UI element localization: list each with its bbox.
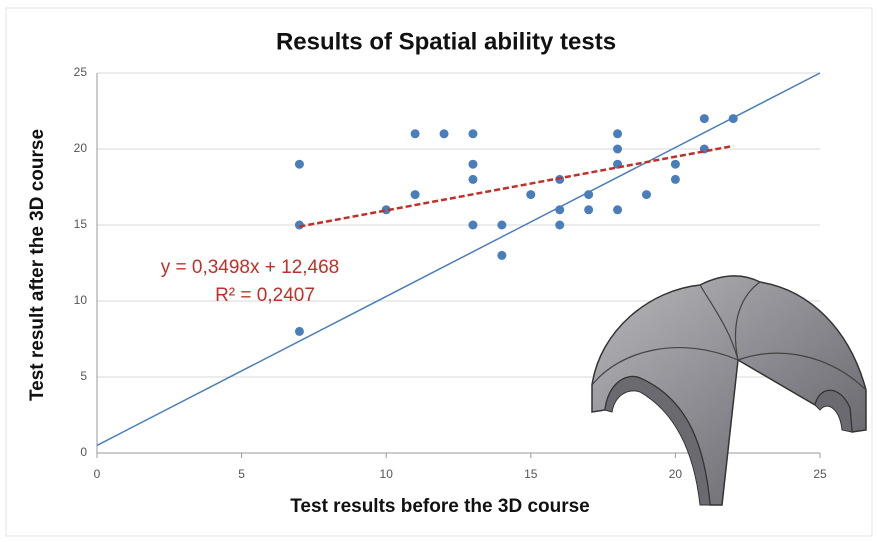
data-point bbox=[295, 327, 304, 336]
y-tick-label: 0 bbox=[80, 445, 87, 459]
y-tick-label: 15 bbox=[74, 217, 88, 231]
y-tick-label: 20 bbox=[74, 141, 88, 155]
x-tick-label: 0 bbox=[94, 467, 101, 481]
data-point bbox=[440, 129, 449, 138]
trendline-equation: y = 0,3498x + 12,468 bbox=[161, 257, 340, 278]
chart: Results of Spatial ability tests Test re… bbox=[0, 0, 877, 542]
data-point bbox=[526, 190, 535, 199]
chart-title: Results of Spatial ability tests bbox=[276, 28, 616, 55]
data-point bbox=[468, 160, 477, 169]
data-point bbox=[555, 205, 564, 214]
data-point bbox=[468, 221, 477, 230]
y-axis-label: Test result after the 3D course bbox=[27, 129, 48, 401]
data-point bbox=[613, 129, 622, 138]
data-point bbox=[584, 205, 593, 214]
data-point bbox=[497, 221, 506, 230]
background bbox=[0, 0, 877, 542]
y-tick-label: 5 bbox=[80, 369, 87, 383]
x-tick-label: 10 bbox=[380, 467, 394, 481]
x-tick-label: 15 bbox=[524, 467, 538, 481]
x-axis-label: Test results before the 3D course bbox=[290, 496, 590, 517]
data-point bbox=[613, 145, 622, 154]
data-point bbox=[468, 129, 477, 138]
data-point bbox=[729, 114, 738, 123]
data-point bbox=[584, 190, 593, 199]
data-point bbox=[497, 251, 506, 260]
data-point bbox=[642, 190, 651, 199]
data-point bbox=[295, 160, 304, 169]
data-point bbox=[613, 205, 622, 214]
trendline-r-squared: R² = 0,2407 bbox=[215, 285, 315, 306]
y-tick-label: 10 bbox=[74, 293, 88, 307]
page: Results of Spatial ability tests Test re… bbox=[0, 0, 877, 542]
x-tick-label: 25 bbox=[813, 467, 827, 481]
data-point bbox=[555, 221, 564, 230]
y-tick-label: 25 bbox=[74, 65, 88, 79]
data-point bbox=[671, 175, 680, 184]
data-point bbox=[671, 160, 680, 169]
data-point bbox=[468, 175, 477, 184]
data-point bbox=[411, 129, 420, 138]
x-tick-label: 5 bbox=[238, 467, 245, 481]
x-tick-label: 20 bbox=[669, 467, 683, 481]
data-point bbox=[700, 114, 709, 123]
data-point bbox=[411, 190, 420, 199]
